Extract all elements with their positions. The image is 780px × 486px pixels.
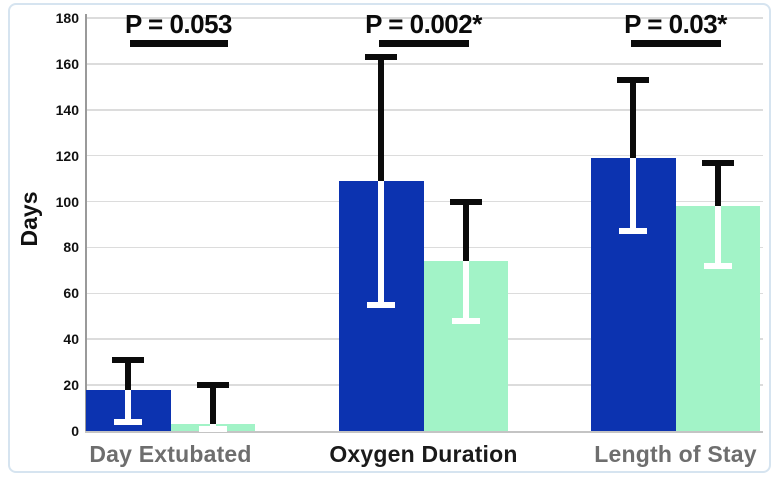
y-axis-line [85,14,87,431]
p-value-label-length-of-stay: P = 0.03* [624,9,727,39]
gridline-180 [85,17,763,19]
y-axis-tick-100: 100 [55,193,79,210]
y-axis-tick-80: 80 [63,239,79,256]
significance-underline-day-extubated [129,40,228,47]
error-bar-lower-cap-blue-day-extubated [114,418,143,425]
chart-frame-border [8,3,771,473]
error-bar-upper-blue-length-of-stay [630,79,637,158]
error-bar-upper-cap-blue-oxygen-duration [365,54,398,60]
category-label-oxygen-duration: Oxygen Duration [329,441,518,467]
gridline-80 [85,246,763,249]
significance-underline-length-of-stay [630,40,721,47]
error-bar-upper-blue-day-extubated [125,359,132,390]
x-axis-line [85,431,763,433]
gridline-100 [85,200,763,203]
y-axis-tick-180: 180 [55,10,79,26]
y-axis-tick-40: 40 [63,331,79,348]
error-bar-upper-cap-blue-length-of-stay [617,76,650,83]
error-bar-upper-green-day-extubated [209,385,216,425]
category-label-length-of-stay: Length of Stay [594,441,757,467]
y-axis-tick-120: 120 [55,147,79,164]
p-value-label-oxygen-duration: P = 0.002* [365,9,482,39]
error-bar-lower-cap-blue-oxygen-duration [367,301,396,308]
y-axis-tick-160: 160 [55,55,79,72]
error-bar-lower-blue-oxygen-duration [378,180,385,305]
error-bar-lower-cap-green-day-extubated [198,425,227,432]
error-bar-upper-blue-oxygen-duration [378,57,385,181]
error-bar-upper-green-oxygen-duration [462,201,469,262]
error-bar-upper-cap-blue-day-extubated [112,356,145,363]
error-bar-lower-cap-blue-length-of-stay [619,228,648,235]
y-axis-tick-20: 20 [63,377,79,394]
gridline-120 [85,154,763,157]
error-bar-lower-cap-green-length-of-stay [703,262,732,269]
error-bar-upper-cap-green-length-of-stay [701,159,734,166]
p-value-label-day-extubated: P = 0.053 [124,9,233,39]
error-bar-upper-cap-green-oxygen-duration [449,198,482,205]
error-bar-lower-cap-green-oxygen-duration [451,317,480,324]
error-bar-lower-green-length-of-stay [714,206,721,266]
category-label-day-extubated: Day Extubated [89,441,252,467]
error-bar-lower-blue-day-extubated [125,389,132,422]
y-axis-tick-60: 60 [63,285,79,302]
y-axis-tick-140: 140 [55,101,79,118]
error-bar-upper-cap-green-day-extubated [196,382,229,389]
y-axis-tick-0: 0 [71,423,79,439]
gridline-160 [85,63,763,65]
error-bar-lower-blue-length-of-stay [630,157,637,232]
error-bar-lower-green-oxygen-duration [462,261,469,321]
gridline-140 [85,109,763,111]
significance-underline-oxygen-duration [378,40,469,47]
error-bar-upper-green-length-of-stay [714,162,721,207]
